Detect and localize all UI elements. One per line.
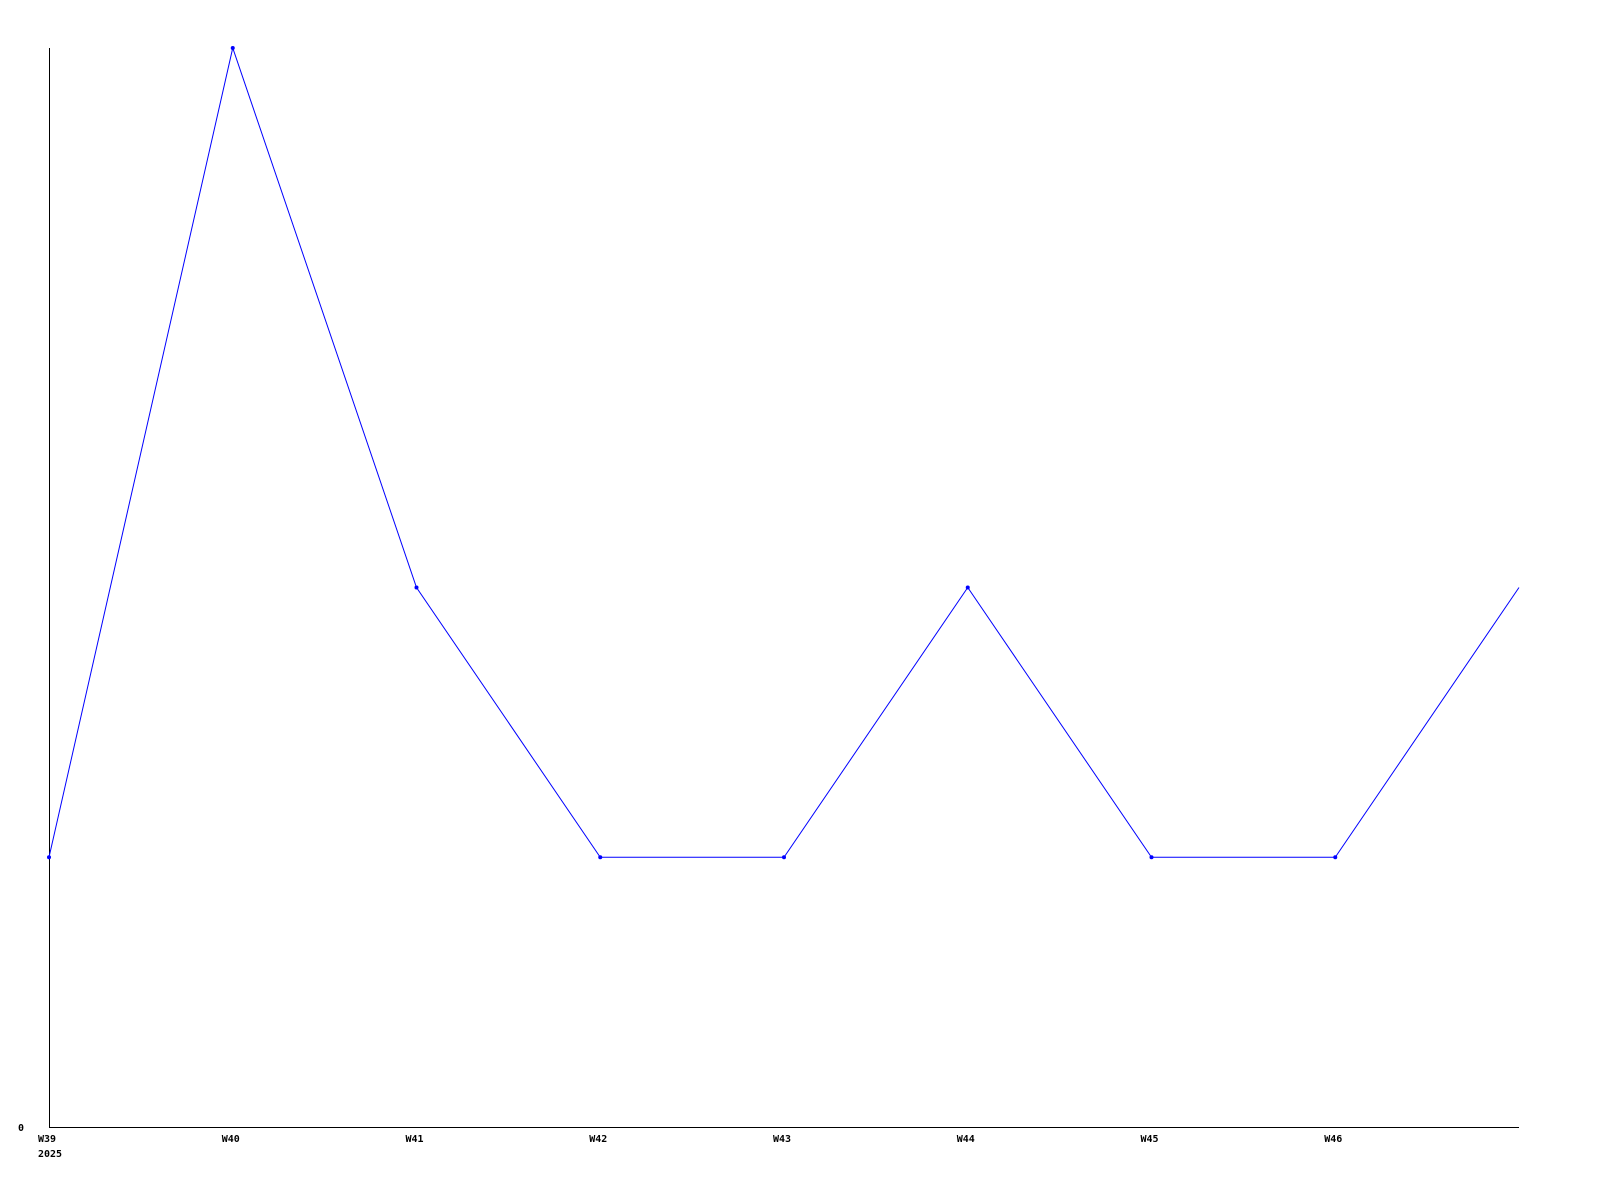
series-line <box>48 46 1520 858</box>
x-tick-label: W43 <box>773 1134 791 1145</box>
x-tick-label: W40 <box>222 1134 240 1145</box>
y-tick-label-0: 0 <box>18 1123 24 1134</box>
data-point <box>230 46 235 50</box>
data-point <box>47 855 51 860</box>
data-point <box>965 585 970 590</box>
x-tick-label: W39 <box>38 1134 56 1145</box>
data-point <box>1333 855 1338 860</box>
x-tick-label: W44 <box>957 1134 975 1145</box>
x-year-label: 2025 <box>38 1149 62 1160</box>
x-tick-label: W46 <box>1324 1134 1342 1145</box>
data-point <box>782 855 786 860</box>
x-tick-label: W45 <box>1141 1134 1159 1145</box>
data-point <box>598 855 603 860</box>
x-tick-label: W41 <box>406 1134 424 1145</box>
data-point <box>1149 855 1154 860</box>
data-point <box>414 585 419 590</box>
x-tick-label: W42 <box>589 1134 607 1145</box>
